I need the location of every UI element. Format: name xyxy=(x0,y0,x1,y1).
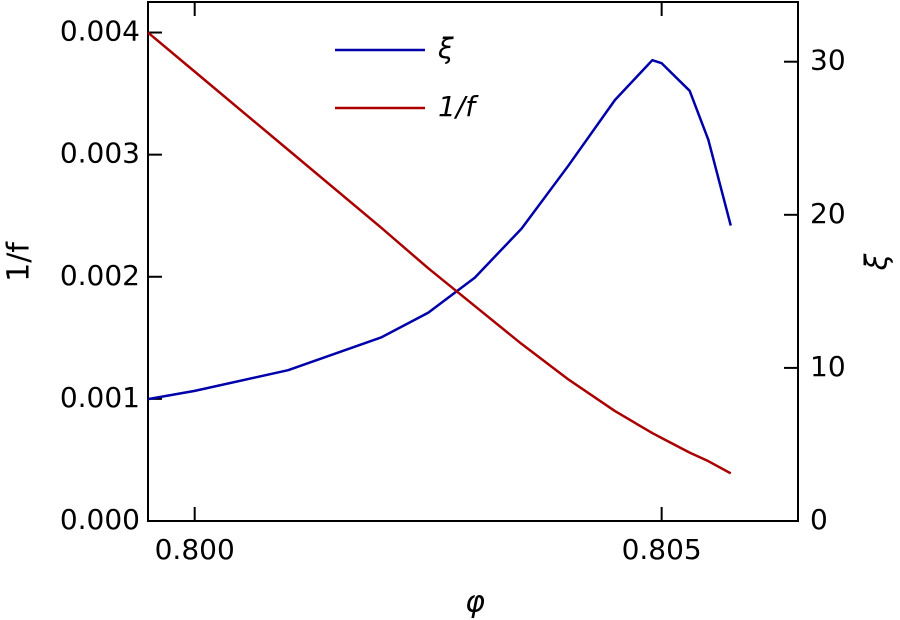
legend-label: ξ xyxy=(437,32,454,65)
y-tick-label: 0.001 xyxy=(60,381,140,414)
x-tick-label: 0.800 xyxy=(155,533,235,566)
y-tick-label: 0.000 xyxy=(60,503,140,536)
y-tick-label: 0.003 xyxy=(60,137,140,170)
y2-tick-label: 30 xyxy=(810,44,846,77)
y2-tick-label: 0 xyxy=(810,503,828,536)
x-tick-label: 0.805 xyxy=(622,533,702,566)
y-tick-label: 0.004 xyxy=(60,15,140,48)
plot-frame xyxy=(147,1,799,522)
y2-tick-label: 10 xyxy=(810,350,846,383)
y2-tick-label: 20 xyxy=(810,197,846,230)
y2-axis-label: ξ xyxy=(860,253,895,271)
legend-label: 1/f xyxy=(438,90,479,123)
y-axis-label: 1/f xyxy=(2,241,37,282)
y-tick-label: 0.002 xyxy=(60,259,140,292)
x-axis-label: φ xyxy=(465,585,485,620)
series-line xyxy=(147,58,732,401)
series-line xyxy=(147,31,732,475)
